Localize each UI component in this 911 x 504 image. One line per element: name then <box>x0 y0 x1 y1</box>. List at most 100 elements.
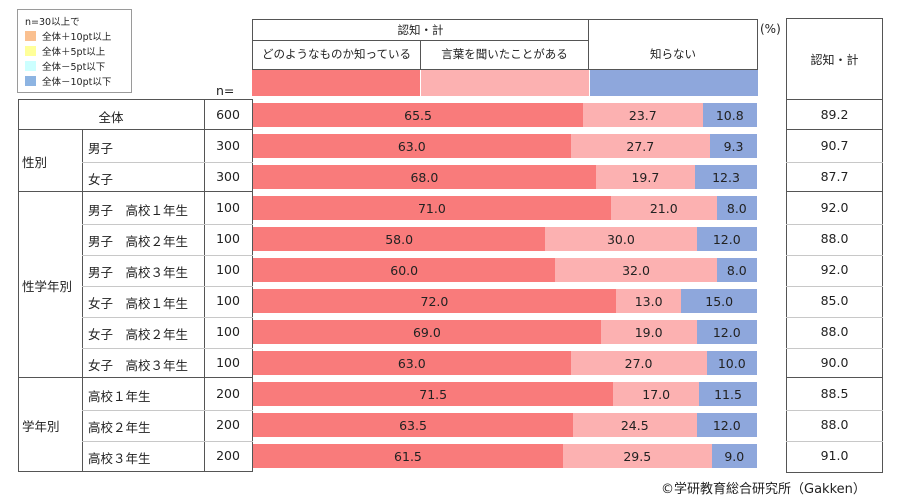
row-label: 全体 <box>98 110 124 125</box>
total-header-label: 認知・計 <box>810 53 859 67</box>
row-total-value: 92.0 <box>820 262 849 277</box>
bar-segment-heard: 19.7 <box>595 165 695 189</box>
bar-value-label: 11.5 <box>714 386 742 402</box>
row-divider <box>82 348 253 349</box>
bar-segment-unknown: 8.0 <box>716 196 757 220</box>
bar-value-label: 24.5 <box>620 417 649 433</box>
bar-segment-heard: 27.0 <box>570 351 707 375</box>
bar-value-label: 12.0 <box>712 324 741 340</box>
legend-label: 全体＋10pt以上 <box>42 31 112 43</box>
row-divider <box>786 255 883 256</box>
bar-segment-heard: 13.0 <box>615 289 682 313</box>
legend-label: 全体＋5pt以上 <box>42 46 106 58</box>
stacked-bar: 65.5 23.7 10.8 <box>253 103 757 127</box>
n-label: n= <box>216 83 235 98</box>
bar-segment-heard: 19.0 <box>600 320 697 344</box>
header-col1-label: どのようなものか知っている <box>262 47 411 61</box>
bar-value-label: 63.0 <box>397 355 426 371</box>
row-label: 男子 高校３年生 <box>88 265 189 280</box>
row-label: 男子 高校１年生 <box>88 203 189 218</box>
table-top-line <box>18 99 253 100</box>
header-swatch-heard <box>421 70 589 96</box>
bar-value-label: 8.0 <box>726 200 747 216</box>
total-top-line <box>786 99 883 100</box>
row-label: 高校３年生 <box>88 451 151 466</box>
row-label: 女子 高校１年生 <box>88 296 189 311</box>
row-n-value: 300 <box>216 169 240 184</box>
bar-value-label: 63.0 <box>397 138 426 154</box>
row-divider <box>82 255 253 256</box>
row-total-value: 91.0 <box>820 448 849 463</box>
section-line <box>786 129 883 130</box>
row-divider <box>82 441 253 442</box>
stacked-bar: 60.0 32.0 8.0 <box>253 258 757 282</box>
legend-swatch-icon <box>25 75 36 86</box>
row-label: 女子 高校２年生 <box>88 327 189 342</box>
legend: n=30以上で 全体＋10pt以上 全体＋5pt以上 全体－5pt以下 全体－1… <box>17 9 132 93</box>
row-divider <box>82 286 253 287</box>
bar-segment-unknown: 8.0 <box>716 258 757 282</box>
legend-label: 全体－10pt以下 <box>42 76 112 88</box>
bar-segment-heard: 29.5 <box>562 444 712 468</box>
bar-value-label: 21.0 <box>649 200 678 216</box>
row-divider <box>82 162 253 163</box>
percent-unit: (%) <box>760 22 781 36</box>
section-line <box>18 191 253 192</box>
row-divider <box>82 224 253 225</box>
section-line <box>786 191 883 192</box>
bar-value-label: 17.0 <box>642 386 671 402</box>
row-total-value: 90.0 <box>820 355 849 370</box>
bar-value-label: 58.0 <box>385 231 414 247</box>
header-group-box: 認知・計 <box>252 19 589 41</box>
stacked-bar: 68.0 19.7 12.3 <box>253 165 757 189</box>
section-line <box>18 129 253 130</box>
legend-swatch-icon <box>25 45 36 56</box>
bar-segment-unknown: 10.8 <box>702 103 757 127</box>
credit: ©学研教育総合研究所（Gakken） <box>661 482 866 497</box>
header-col2-label: 言葉を聞いたことがある <box>441 47 568 61</box>
row-label: 男子 高校２年生 <box>88 234 189 249</box>
bar-value-label: 12.3 <box>712 169 740 185</box>
bar-value-label: 63.5 <box>399 417 427 433</box>
row-divider <box>786 441 883 442</box>
legend-item: 全体－5pt以下 <box>25 60 105 73</box>
group-label-sex-grade: 性学年別 <box>22 279 73 294</box>
stacked-bar: 63.0 27.7 9.3 <box>253 134 757 158</box>
row-total-value: 92.0 <box>820 200 849 215</box>
header-swatch-unknown <box>590 70 758 96</box>
row-divider <box>786 162 883 163</box>
row-n-value: 100 <box>216 324 240 339</box>
bar-value-label: 15.0 <box>705 293 734 309</box>
legend-title: n=30以上で <box>25 17 80 28</box>
row-label: 高校１年生 <box>88 389 151 404</box>
row-divider <box>786 317 883 318</box>
row-n-value: 100 <box>216 262 240 277</box>
bar-segment-know: 63.0 <box>253 134 571 158</box>
bar-left-line <box>252 99 253 472</box>
row-divider <box>786 348 883 349</box>
row-n-value: 200 <box>216 417 240 432</box>
bar-segment-know: 58.0 <box>253 227 546 251</box>
bar-segment-know: 68.0 <box>253 165 596 189</box>
bar-segment-know: 65.5 <box>253 103 584 127</box>
bar-value-label: 69.0 <box>412 324 441 340</box>
bar-value-label: 8.0 <box>726 262 747 278</box>
table-bottom-line <box>18 471 253 472</box>
bar-segment-know: 71.0 <box>253 196 611 220</box>
legend-swatch-icon <box>25 30 36 41</box>
bar-segment-heard: 23.7 <box>583 103 703 127</box>
stacked-bar: 63.5 24.5 12.0 <box>253 413 757 437</box>
group-label-grade: 学年別 <box>22 419 60 434</box>
header-col1-box: どのようなものか知っている <box>252 40 421 70</box>
row-n-value: 100 <box>216 200 240 215</box>
row-n-value: 100 <box>216 231 240 246</box>
bar-value-label: 29.5 <box>623 448 652 464</box>
row-total-value: 88.5 <box>820 386 849 401</box>
bar-segment-know: 69.0 <box>253 320 601 344</box>
row-total-value: 88.0 <box>820 231 849 246</box>
bar-value-label: 10.0 <box>717 355 746 371</box>
bar-segment-unknown: 11.5 <box>699 382 757 406</box>
row-n-value: 200 <box>216 386 240 401</box>
row-total-value: 87.7 <box>820 169 849 184</box>
row-divider <box>786 224 883 225</box>
